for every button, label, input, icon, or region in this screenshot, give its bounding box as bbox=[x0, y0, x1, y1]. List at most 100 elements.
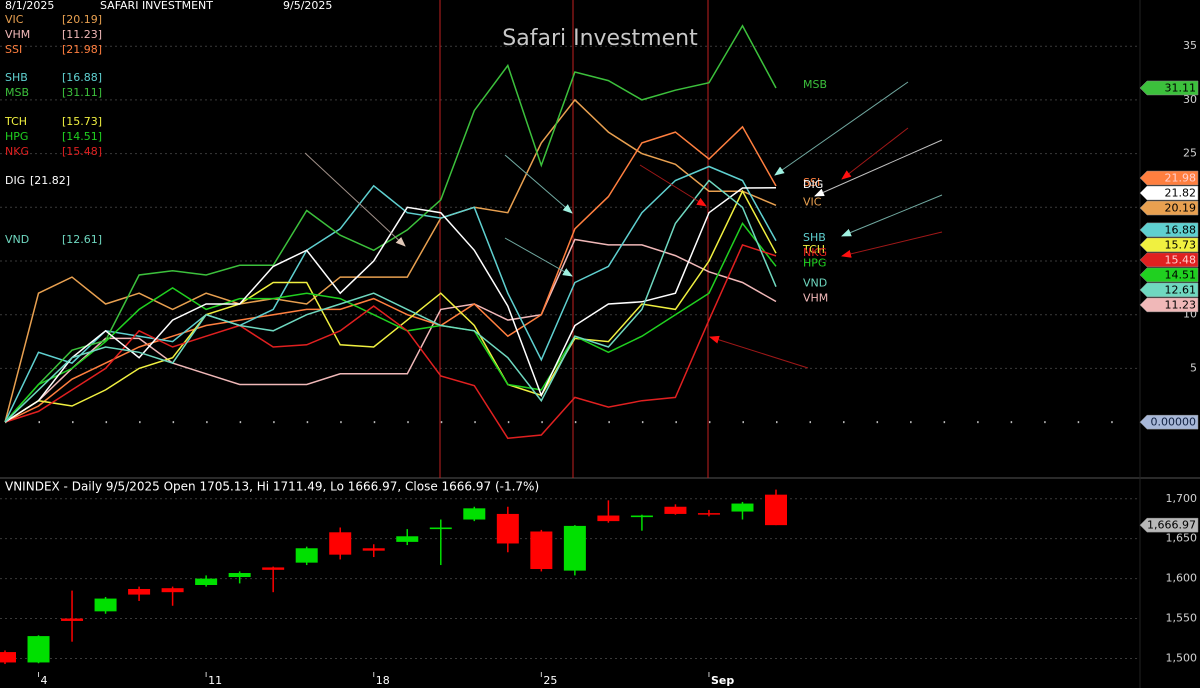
legend-value: [20.19] bbox=[62, 13, 102, 26]
candle-body bbox=[161, 588, 184, 593]
price-tag: 14.51 bbox=[1139, 267, 1199, 283]
price-tag-label: 15.73 bbox=[1165, 238, 1197, 251]
price-tag: 15.73 bbox=[1139, 237, 1199, 253]
legend-name: SSI bbox=[5, 43, 22, 56]
series-end-label: VND bbox=[803, 277, 827, 290]
y-tick-label: 1,500 bbox=[1166, 651, 1198, 664]
legend-value: [12.61] bbox=[62, 233, 102, 246]
series-line bbox=[4, 179, 777, 423]
price-tag-label: 16.88 bbox=[1165, 223, 1197, 236]
arrow bbox=[639, 164, 707, 207]
x-tick-label: 25 bbox=[543, 674, 557, 687]
price-tag-box bbox=[1139, 80, 1199, 96]
legend-name: VND bbox=[5, 233, 29, 246]
series-end-label: SHB bbox=[803, 231, 826, 244]
price-tag-label: 14.51 bbox=[1165, 268, 1197, 281]
legend-value: [15.48] bbox=[62, 145, 102, 158]
end-date: 9/5/2025 bbox=[283, 0, 332, 12]
series-line bbox=[4, 238, 777, 423]
legend-value: [16.88] bbox=[62, 71, 102, 84]
price-tag: 15.48 bbox=[1139, 252, 1199, 268]
legend-name: HPG bbox=[5, 130, 28, 143]
candle-body bbox=[329, 532, 352, 555]
price-tag-box bbox=[1139, 170, 1199, 186]
price-tag-box bbox=[1139, 517, 1199, 533]
candle-body bbox=[295, 548, 318, 563]
y-tick-label: 25 bbox=[1183, 147, 1197, 160]
x-tick-label: 4 bbox=[41, 674, 48, 687]
series-line bbox=[4, 243, 777, 440]
price-tag: 12.61 bbox=[1139, 282, 1199, 298]
price-tag-box bbox=[1139, 267, 1199, 283]
arrow bbox=[709, 335, 809, 369]
tag-layer: VIC [20.19] VHM [11.23] SSI [21.98] SHB [16.88]… bbox=[4, 13, 1199, 687]
price-tag: 11.23 bbox=[1139, 297, 1199, 313]
price-tag-box bbox=[1139, 297, 1199, 313]
price-tag-label: 20.19 bbox=[1165, 202, 1197, 215]
legend-name: MSB bbox=[5, 86, 29, 99]
candle-body bbox=[262, 567, 285, 570]
price-tag-box bbox=[1139, 282, 1199, 298]
arrow bbox=[304, 152, 406, 247]
price-tag: 31.11 bbox=[1139, 80, 1199, 96]
price-tag-label: 21.82 bbox=[1165, 187, 1197, 200]
price-tag-label: 31.11 bbox=[1165, 81, 1197, 94]
series-end-label: VHM bbox=[803, 292, 828, 305]
legend-name: VIC bbox=[5, 13, 24, 26]
candle-body bbox=[195, 578, 218, 585]
candle-body bbox=[228, 573, 251, 578]
arrow bbox=[504, 154, 573, 214]
price-tag-box bbox=[1139, 252, 1199, 268]
candle-body bbox=[630, 515, 653, 518]
legend-value: [11.23] bbox=[62, 28, 102, 41]
x-tick-label: 18 bbox=[376, 674, 390, 687]
candle-body bbox=[664, 506, 687, 514]
series-end-label: NKG bbox=[803, 246, 827, 259]
legend-value: [15.73] bbox=[62, 115, 102, 128]
y-tick-label: 1,550 bbox=[1166, 612, 1198, 625]
candle-body bbox=[0, 652, 16, 663]
price-tag: 21.82 bbox=[1139, 185, 1199, 201]
candle-body bbox=[463, 508, 486, 520]
candle-body bbox=[27, 636, 50, 663]
arrow bbox=[841, 127, 909, 180]
series-end-label: DIG bbox=[803, 178, 823, 191]
candle-body bbox=[697, 513, 720, 515]
series-end-label: VIC bbox=[803, 195, 822, 208]
price-tag: 0.00000 bbox=[1139, 414, 1199, 430]
series-end-label: MSB bbox=[803, 78, 827, 91]
series-line bbox=[4, 125, 777, 423]
price-tag-label: 21.98 bbox=[1165, 172, 1197, 185]
x-tick-label: Sep bbox=[711, 674, 734, 687]
price-tag-label: 0.00000 bbox=[1151, 416, 1197, 429]
price-tag-box bbox=[1139, 222, 1199, 238]
annotation-arrows bbox=[304, 81, 943, 369]
legend-name: DIG bbox=[5, 174, 25, 187]
y-tick-label: 5 bbox=[1190, 361, 1197, 374]
price-tag-label: 15.48 bbox=[1165, 253, 1197, 266]
arrow bbox=[774, 81, 909, 176]
candle-body bbox=[597, 515, 620, 522]
legend-value: [21.82] bbox=[30, 174, 70, 187]
start-date: 8/1/2025 bbox=[5, 0, 54, 12]
legend-name: TCH bbox=[4, 115, 27, 128]
series-end-label: HPG bbox=[803, 256, 826, 269]
arrow bbox=[841, 194, 943, 237]
series-line bbox=[4, 189, 777, 423]
legend-name: SHB bbox=[5, 71, 28, 84]
y-tick-label: 1,700 bbox=[1166, 492, 1198, 505]
arrow bbox=[841, 231, 943, 258]
legend-value: [21.98] bbox=[62, 43, 102, 56]
candle-body bbox=[765, 494, 787, 526]
candle-body bbox=[429, 527, 452, 530]
series-line bbox=[4, 98, 777, 423]
series-line bbox=[4, 187, 777, 423]
series-line bbox=[4, 165, 777, 423]
candle-body bbox=[128, 588, 151, 595]
series-line bbox=[4, 221, 777, 423]
price-tag-box bbox=[1139, 414, 1199, 430]
chart-title: Safari Investment bbox=[502, 26, 698, 51]
price-tag-label: 1,666.97 bbox=[1147, 519, 1196, 532]
